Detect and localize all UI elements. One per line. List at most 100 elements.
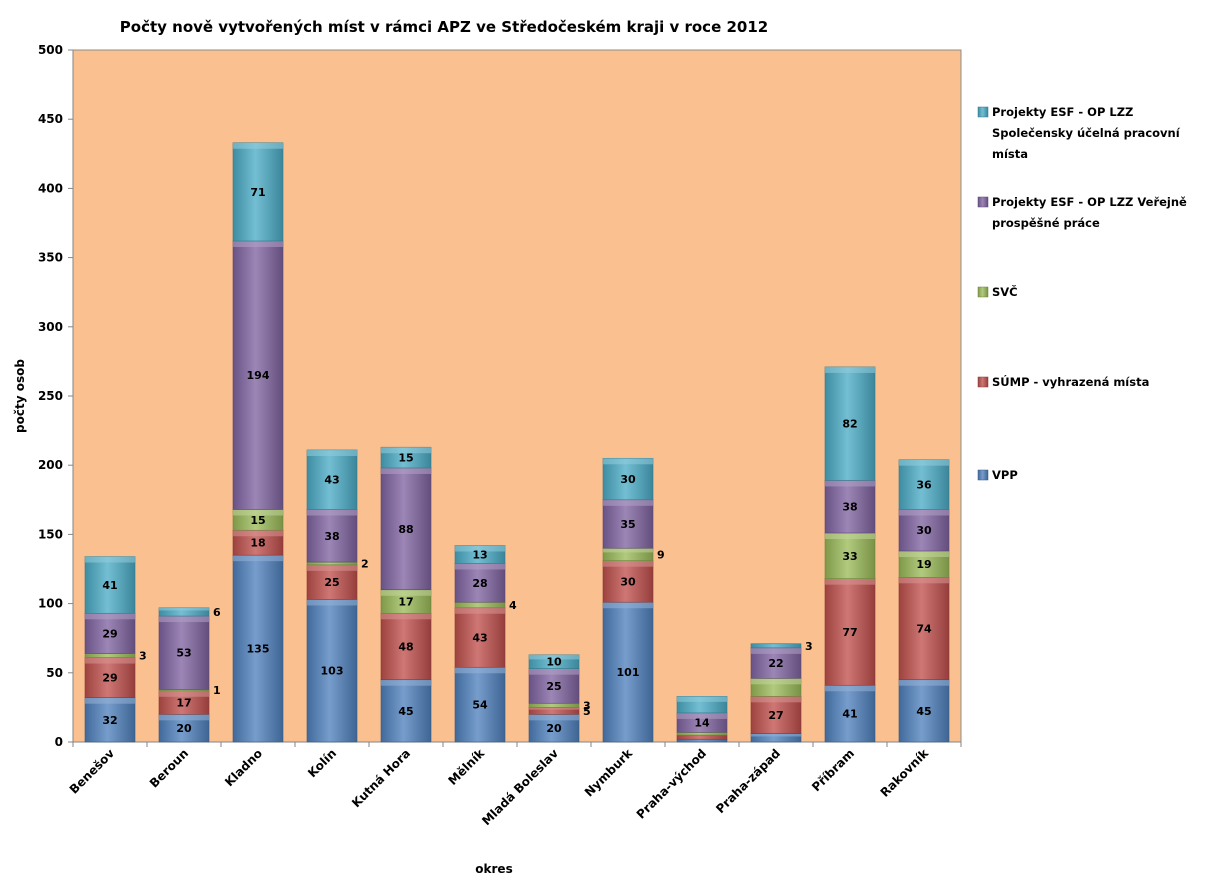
- y-tick-label: 150: [38, 527, 63, 541]
- bar-segment: [824, 532, 876, 579]
- bar-segment: [232, 554, 284, 743]
- data-label: 194: [247, 369, 270, 382]
- bar-segment: [750, 643, 802, 649]
- bar-segment-highlight: [455, 607, 505, 614]
- legend-label: SÚMP - vyhrazená místa: [992, 374, 1149, 389]
- legend: Projekty ESF - OP LZZ Společensky účelná …: [977, 105, 1187, 482]
- data-label: 103: [321, 665, 344, 678]
- legend-label: Projekty ESF - OP LZZ: [992, 105, 1133, 119]
- bar-segment-highlight: [381, 679, 431, 686]
- bar-segment: [898, 577, 950, 681]
- data-label: 3: [805, 640, 813, 653]
- bar-segment: [306, 509, 358, 563]
- y-tick-label: 50: [46, 666, 63, 680]
- bar-segment-highlight: [159, 616, 209, 623]
- legend-swatch: [977, 469, 989, 481]
- data-label: 28: [472, 577, 487, 590]
- data-label: 27: [768, 709, 783, 722]
- data-label: 135: [247, 643, 270, 656]
- y-tick-label: 300: [38, 320, 63, 334]
- bar-segment: [602, 560, 654, 603]
- bar-segment: [898, 679, 950, 743]
- y-axis: 0 50 100 150 200 250 300 350 400 450 500: [38, 43, 74, 749]
- data-label: 29: [102, 627, 117, 640]
- y-tick-label: 400: [38, 181, 63, 195]
- bar-segment-highlight: [307, 509, 357, 516]
- bar-segment-highlight: [603, 548, 653, 553]
- bar-segment-highlight: [233, 142, 283, 149]
- bars-group: [84, 142, 950, 743]
- data-label: 36: [916, 479, 932, 492]
- bar-segment-highlight: [751, 696, 801, 703]
- legend-label: místa: [992, 147, 1028, 161]
- data-label: 30: [620, 575, 636, 588]
- data-label: 17: [398, 596, 413, 609]
- data-label: 38: [842, 501, 857, 514]
- legend-swatch: [977, 196, 989, 208]
- bar-segment-highlight: [159, 714, 209, 721]
- bar-segment-highlight: [751, 678, 801, 685]
- bar-segment: [676, 734, 728, 740]
- data-label: 53: [176, 647, 191, 660]
- bar-segment: [380, 612, 432, 681]
- bar-segment-highlight: [751, 647, 801, 654]
- y-tick-label: 200: [38, 458, 63, 472]
- legend-label: VPP: [992, 468, 1018, 482]
- bar-segment-highlight: [85, 613, 135, 620]
- chart-title: Počty nově vytvořených míst v rámci APZ …: [120, 18, 768, 36]
- bar-segment: [454, 607, 506, 668]
- data-label: 17: [176, 697, 191, 710]
- bar-segment-highlight: [603, 602, 653, 609]
- bar-segment-highlight: [381, 589, 431, 596]
- data-label: 20: [176, 722, 192, 735]
- bar-segment-highlight: [677, 712, 727, 719]
- bar-segment: [84, 556, 136, 614]
- x-axis-title: okres: [475, 862, 512, 876]
- bar-segment-highlight: [381, 613, 431, 620]
- bar-segment-highlight: [455, 563, 505, 570]
- bar-segment: [232, 240, 284, 510]
- bar-segment-highlight: [529, 707, 579, 710]
- bar-segment-highlight: [381, 447, 431, 454]
- bar-segment-highlight: [825, 366, 875, 373]
- bar-segment-highlight: [307, 599, 357, 606]
- data-label: 15: [398, 452, 413, 465]
- bar-segment-highlight: [677, 696, 727, 702]
- data-label: 101: [617, 666, 640, 679]
- data-label: 43: [324, 474, 339, 487]
- bar-segment-highlight: [381, 467, 431, 474]
- bar-segment: [602, 601, 654, 743]
- bar-segment: [602, 499, 654, 549]
- bar-segment-highlight: [455, 667, 505, 674]
- data-label: 13: [472, 548, 487, 561]
- data-label: 1: [213, 684, 221, 697]
- bar-segment: [306, 561, 358, 566]
- bar-segment-highlight: [233, 530, 283, 537]
- bar-segment: [454, 563, 506, 603]
- data-label: 48: [398, 641, 413, 654]
- bar-segment-highlight: [899, 679, 949, 686]
- bar-segment: [824, 480, 876, 534]
- bar-segment-highlight: [307, 449, 357, 456]
- bar-segment-highlight: [603, 560, 653, 567]
- data-label: 82: [842, 418, 857, 431]
- y-tick-label: 0: [55, 735, 63, 749]
- data-label: 41: [102, 579, 117, 592]
- data-label: 29: [102, 672, 117, 685]
- legend-swatch: [977, 286, 989, 298]
- bar-segment: [898, 459, 950, 510]
- legend-label: Projekty ESF - OP LZZ Veřejně: [992, 195, 1187, 209]
- data-label: 25: [546, 680, 561, 693]
- bar-segment-highlight: [85, 697, 135, 704]
- data-label: 32: [102, 714, 117, 727]
- bar-segment: [84, 697, 136, 743]
- bar-segment-highlight: [233, 240, 283, 247]
- data-label: 3: [139, 650, 147, 663]
- bar-segment-highlight: [85, 657, 135, 664]
- data-label: 3: [583, 699, 591, 712]
- data-label: 45: [398, 705, 413, 718]
- bar-segment: [824, 366, 876, 481]
- y-axis-title: počty osob: [13, 359, 27, 433]
